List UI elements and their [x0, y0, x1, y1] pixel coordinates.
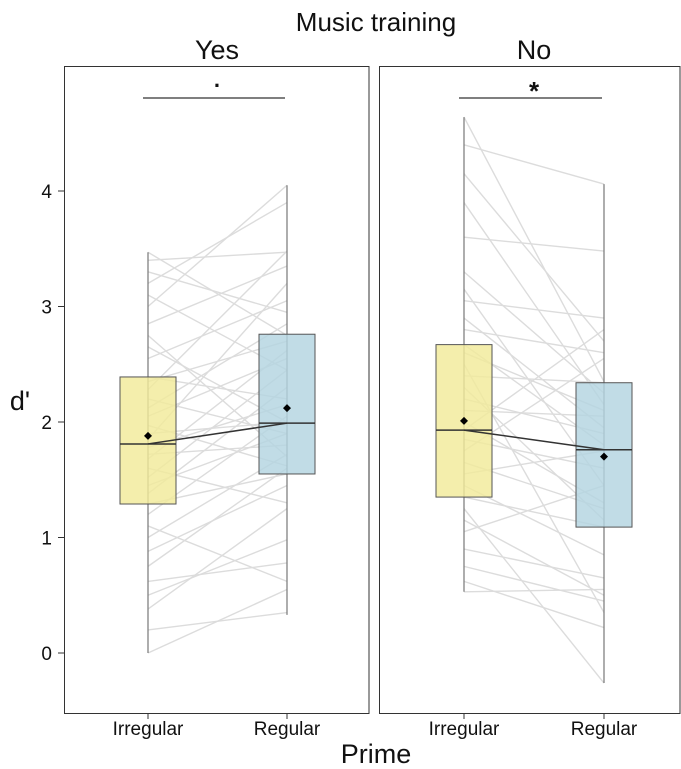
paired-line [463, 580, 605, 629]
significance-marker: * [529, 76, 540, 106]
mean-marker-irregular [144, 431, 152, 440]
paired-line [463, 508, 605, 684]
paired-line [147, 525, 288, 583]
significance-marker: · [214, 73, 221, 98]
paired-line [147, 250, 288, 391]
facet-title-yes: Yes [195, 35, 239, 65]
paired-line [147, 251, 288, 261]
facet-title-no: No [517, 35, 552, 65]
paired-line [147, 201, 288, 285]
paired-line [147, 562, 288, 583]
y-axis-title: d' [10, 386, 30, 416]
paired-line [147, 611, 288, 631]
paired-line [147, 251, 288, 336]
x-tick-label-regular: Regular [571, 719, 638, 740]
paired-line [463, 202, 605, 406]
mean-marker-regular [600, 452, 608, 461]
paired-line [463, 173, 605, 342]
plot-area: 0 1 2 3 4 · Irregular Regular * Irregular Regular [41, 66, 681, 740]
x-tick-label-irregular: Irregular [429, 719, 500, 740]
x-tick-label-regular: Regular [254, 719, 321, 740]
chart-title: Music training [296, 7, 456, 37]
paired-line [147, 300, 288, 360]
y-tick-label: 3 [41, 298, 52, 319]
median-connector [463, 429, 605, 451]
mean-marker-irregular [460, 416, 468, 425]
y-tick-label: 2 [41, 413, 52, 434]
paired-line [463, 271, 605, 394]
paired-line [463, 300, 605, 319]
paired-line [463, 236, 605, 252]
paired-line [147, 271, 288, 313]
y-tick-label: 4 [41, 182, 52, 203]
facet-no-panel-border [379, 66, 681, 714]
x-tick-label-irregular: Irregular [113, 719, 184, 740]
paired-line [463, 144, 605, 185]
mean-marker-regular [283, 404, 291, 413]
paired-line [147, 184, 288, 308]
paired-line [463, 116, 605, 382]
paired-line [463, 565, 605, 602]
paired-line [147, 539, 288, 596]
paired-line [463, 328, 605, 354]
x-axis-title: Prime [341, 739, 412, 769]
paired-line [147, 508, 288, 610]
y-tick-label: 1 [41, 529, 52, 550]
paired-line [463, 548, 605, 579]
box-regular [258, 333, 316, 475]
paired-line [147, 467, 288, 567]
paired-line [463, 519, 605, 596]
median-connector [147, 422, 288, 445]
y-tick-label: 0 [41, 644, 52, 665]
facet-yes-panel-border [64, 66, 370, 714]
paired-line [463, 588, 605, 593]
paired-line [147, 265, 288, 325]
